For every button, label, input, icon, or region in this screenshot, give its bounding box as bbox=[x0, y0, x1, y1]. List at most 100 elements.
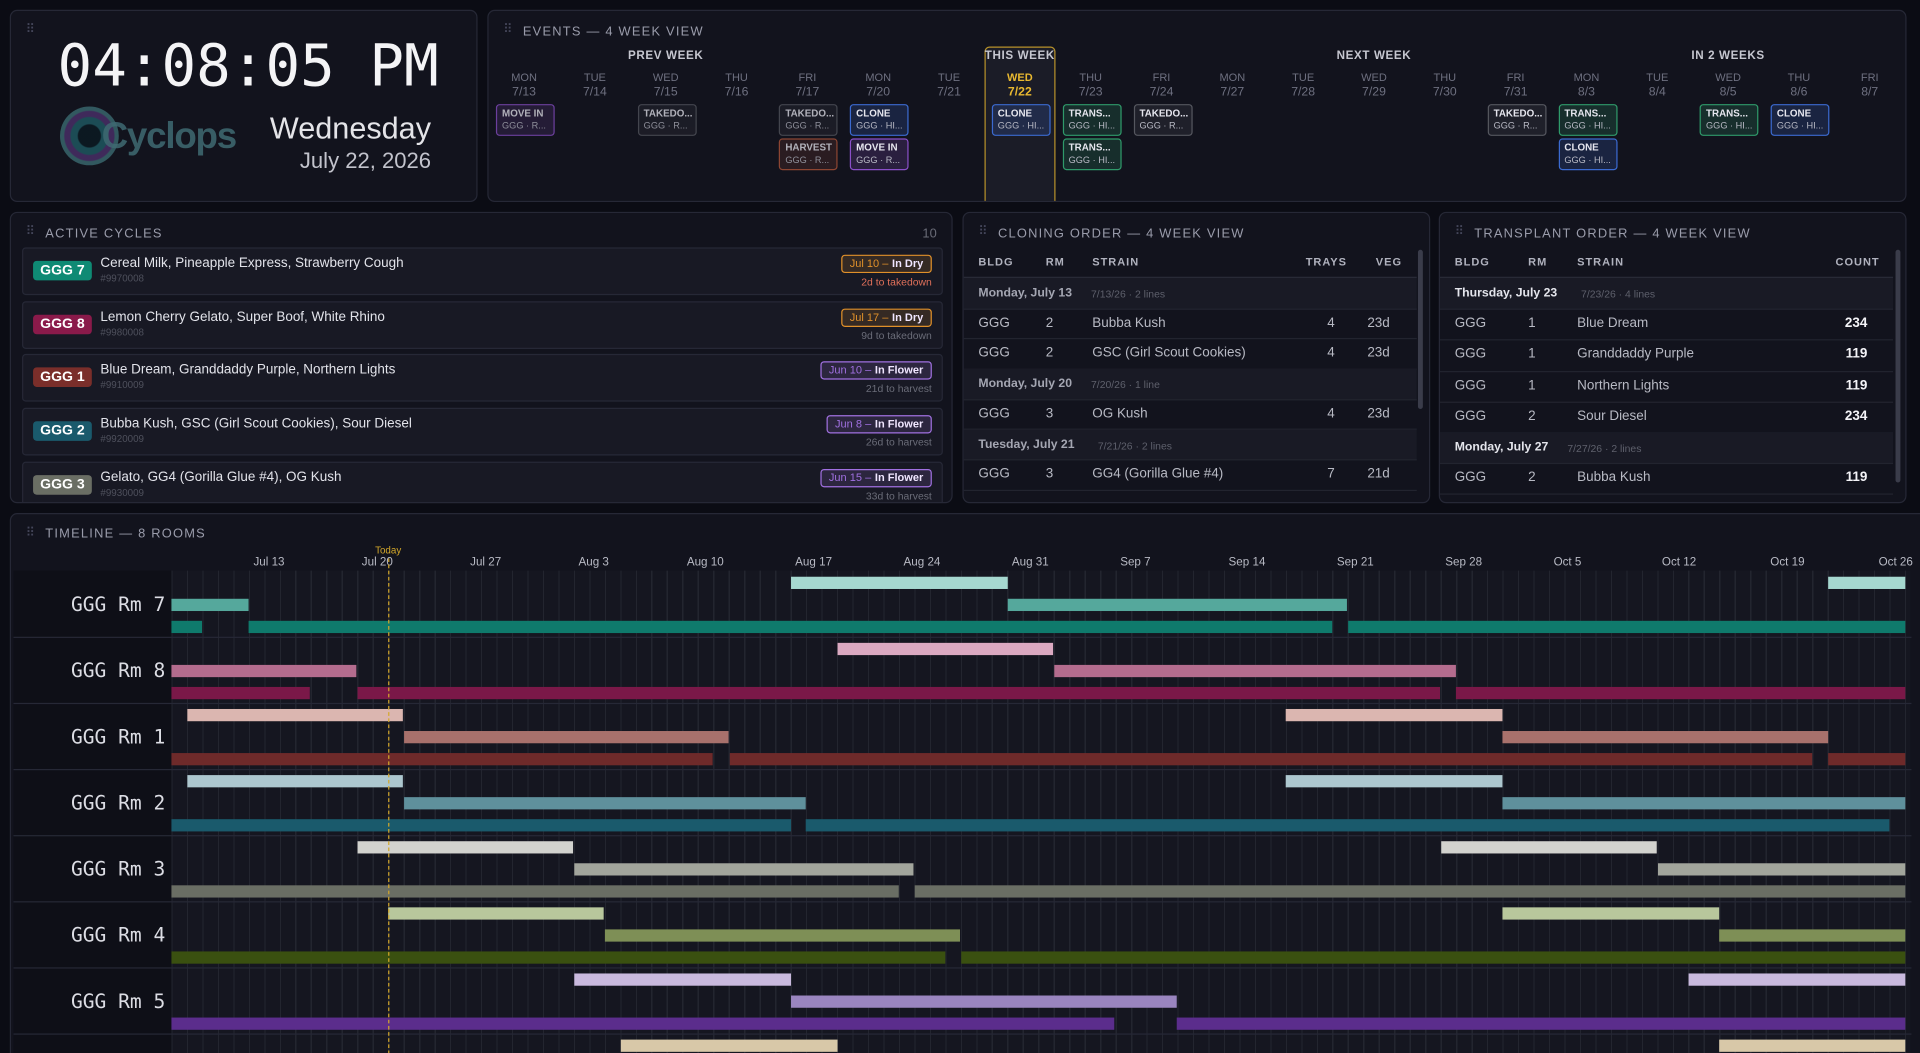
timeline-bar[interactable] bbox=[187, 708, 403, 722]
timeline-bar[interactable] bbox=[404, 797, 806, 810]
timeline-bar[interactable] bbox=[1828, 753, 1906, 766]
timeline-bar[interactable] bbox=[1176, 1017, 1906, 1030]
cycle-row[interactable]: GGG 8 Lemon Cherry Gelato, Super Boof, Wh… bbox=[22, 300, 943, 349]
timeline-bar[interactable] bbox=[171, 819, 792, 832]
event-chip[interactable]: HARVEST GGG · R... bbox=[779, 138, 838, 171]
table-row[interactable]: GGG 3 OG Kush 4 23d bbox=[963, 399, 1417, 431]
event-chip[interactable]: MOVE IN GGG · R... bbox=[495, 104, 555, 136]
event-chip[interactable]: CLONE GGG · HI... bbox=[850, 104, 909, 136]
timeline-bar[interactable] bbox=[1007, 598, 1347, 612]
table-row[interactable]: GGG 2 GSC (Girl Scout Cookies) 4 23d bbox=[963, 338, 1417, 370]
drag-handle[interactable]: ⠿ bbox=[25, 526, 35, 540]
timeline-bar[interactable] bbox=[1828, 576, 1906, 589]
timeline-bar[interactable] bbox=[1455, 686, 1906, 700]
status-pill: Jul 17 – In Dry bbox=[841, 308, 932, 327]
timeline-bar[interactable] bbox=[404, 731, 729, 744]
table-cell: Sour Diesel bbox=[1577, 408, 1647, 424]
timeline-bar[interactable] bbox=[187, 775, 403, 788]
drag-handle[interactable]: ⠿ bbox=[25, 23, 35, 37]
event-detail: GGG · HI... bbox=[1776, 120, 1824, 132]
scrollbar[interactable] bbox=[1417, 249, 1423, 409]
column-header: COUNT bbox=[1835, 255, 1880, 269]
timeline-bar[interactable] bbox=[1054, 664, 1456, 678]
table-row[interactable]: GGG 1 Blue Dream 234 bbox=[1440, 309, 1894, 341]
event-chip[interactable]: MOVE IN GGG · R... bbox=[850, 138, 909, 171]
cycle-row[interactable]: GGG 7 Cereal Milk, Pineapple Express, Str… bbox=[22, 247, 943, 296]
timeline-bar[interactable] bbox=[171, 686, 310, 700]
timeline-bar[interactable] bbox=[171, 885, 899, 898]
status-stage: In Dry bbox=[892, 310, 924, 323]
event-chip[interactable]: TAKEDO... GGG · R... bbox=[779, 104, 838, 136]
event-chip[interactable]: CLONE GGG · HI... bbox=[1558, 138, 1618, 171]
event-chip[interactable]: TRANS... GGG · HI... bbox=[1699, 104, 1759, 136]
timeline-bar[interactable] bbox=[248, 620, 1333, 634]
week-label: Aug 3 bbox=[578, 555, 609, 570]
timeline-bar[interactable] bbox=[729, 753, 1813, 766]
timeline-bar[interactable] bbox=[604, 929, 960, 942]
timeline-bar[interactable] bbox=[357, 841, 574, 854]
timeline-bar[interactable] bbox=[574, 973, 792, 986]
timeline-bar[interactable] bbox=[574, 863, 914, 876]
table-row[interactable]: GGG 1 Northern Lights 119 bbox=[1440, 371, 1894, 403]
timeline-bar[interactable] bbox=[791, 576, 1008, 589]
day-date: 7/23 bbox=[1078, 85, 1103, 100]
drag-handle[interactable]: ⠿ bbox=[25, 225, 35, 239]
event-chip[interactable]: CLONE GGG · HI... bbox=[1770, 104, 1830, 136]
table-row[interactable]: GGG 1 Granddaddy Purple 119 bbox=[1440, 340, 1894, 372]
cycle-row[interactable]: GGG 3 Gelato, GG4 (Gorilla Glue #4), OG K… bbox=[22, 461, 943, 503]
timeline-bar[interactable] bbox=[171, 664, 357, 678]
event-chip[interactable]: TRANS... GGG · HI... bbox=[1062, 104, 1122, 136]
table-cell: Bubba Kush bbox=[1092, 315, 1166, 331]
timeline-bar[interactable] bbox=[1348, 620, 1906, 634]
group-date: Monday, July 27 bbox=[1454, 440, 1549, 455]
event-chip[interactable]: TRANS... GGG · HI... bbox=[1558, 104, 1618, 136]
event-chip[interactable]: TAKEDO... GGG · R... bbox=[1133, 104, 1193, 136]
group-summary: 7/27/26 · 2 lines bbox=[1567, 442, 1642, 455]
table-cell: 2 bbox=[1045, 315, 1054, 331]
timeline-bar[interactable] bbox=[805, 819, 1890, 832]
scrollbar[interactable] bbox=[1895, 249, 1901, 483]
event-chip[interactable]: TRANS... GGG · HI... bbox=[1062, 138, 1122, 171]
timeline-bar[interactable] bbox=[357, 686, 1440, 700]
timeline-bar[interactable] bbox=[1441, 841, 1657, 854]
timeline-bar[interactable] bbox=[1657, 863, 1906, 876]
cycle-row[interactable]: GGG 1 Blue Dream, Granddaddy Purple, Nort… bbox=[22, 354, 943, 403]
timeline-bar[interactable] bbox=[171, 598, 249, 612]
panel-title: TRANSPLANT ORDER — 4 WEEK VIEW bbox=[1474, 226, 1751, 242]
timeline-bar[interactable] bbox=[171, 951, 946, 964]
drag-handle[interactable]: ⠿ bbox=[503, 23, 512, 37]
table-row[interactable]: GGG 2 Bubba Kush 119 bbox=[1440, 463, 1894, 496]
timeline-bar[interactable] bbox=[1502, 731, 1829, 744]
timeline-bar[interactable] bbox=[1719, 1039, 1906, 1052]
timeline-bar[interactable] bbox=[1285, 775, 1503, 788]
drag-handle[interactable]: ⠿ bbox=[978, 225, 987, 239]
table-cell: 4 bbox=[1327, 315, 1335, 331]
event-chip[interactable]: CLONE GGG · HI... bbox=[991, 104, 1051, 136]
cloning-panel: ⠿ CLONING ORDER — 4 WEEK VIEW BLDG RM STRA… bbox=[962, 211, 1431, 504]
group-summary: 7/23/26 · 4 lines bbox=[1581, 287, 1656, 300]
timeline-bar[interactable] bbox=[171, 1017, 1115, 1030]
timeline-bar[interactable] bbox=[388, 907, 604, 920]
timeline-bar[interactable] bbox=[1719, 929, 1906, 942]
timeline-bar[interactable] bbox=[171, 753, 713, 766]
column-header: BLDG bbox=[978, 255, 1014, 269]
today-column bbox=[984, 46, 1056, 201]
drag-handle[interactable]: ⠿ bbox=[1454, 225, 1464, 239]
table-row[interactable]: GGG 2 Sour Diesel 234 bbox=[1440, 401, 1894, 434]
column-header: RM bbox=[1528, 255, 1548, 269]
event-chip[interactable]: TAKEDO... GGG · R... bbox=[1487, 104, 1547, 136]
event-chip[interactable]: TAKEDO... GGG · R... bbox=[637, 104, 697, 136]
cycle-row[interactable]: GGG 2 Bubba Kush, GSC (Girl Scout Cookies… bbox=[22, 407, 943, 456]
timeline-bar[interactable] bbox=[791, 995, 1177, 1008]
timeline-bar[interactable] bbox=[620, 1039, 838, 1052]
table-row[interactable]: GGG 3 GG4 (Gorilla Glue #4) 7 21d bbox=[963, 459, 1417, 491]
timeline-bar[interactable] bbox=[837, 642, 1054, 656]
timeline-bar[interactable] bbox=[914, 885, 1906, 898]
timeline-bar[interactable] bbox=[1502, 907, 1720, 920]
table-row[interactable]: GGG 2 Bubba Kush 4 23d bbox=[963, 308, 1417, 340]
timeline-bar[interactable] bbox=[1285, 708, 1503, 722]
timeline-bar[interactable] bbox=[1502, 797, 1906, 810]
timeline-bar[interactable] bbox=[171, 620, 203, 634]
timeline-bar[interactable] bbox=[961, 951, 1906, 964]
timeline-bar[interactable] bbox=[1688, 973, 1906, 986]
